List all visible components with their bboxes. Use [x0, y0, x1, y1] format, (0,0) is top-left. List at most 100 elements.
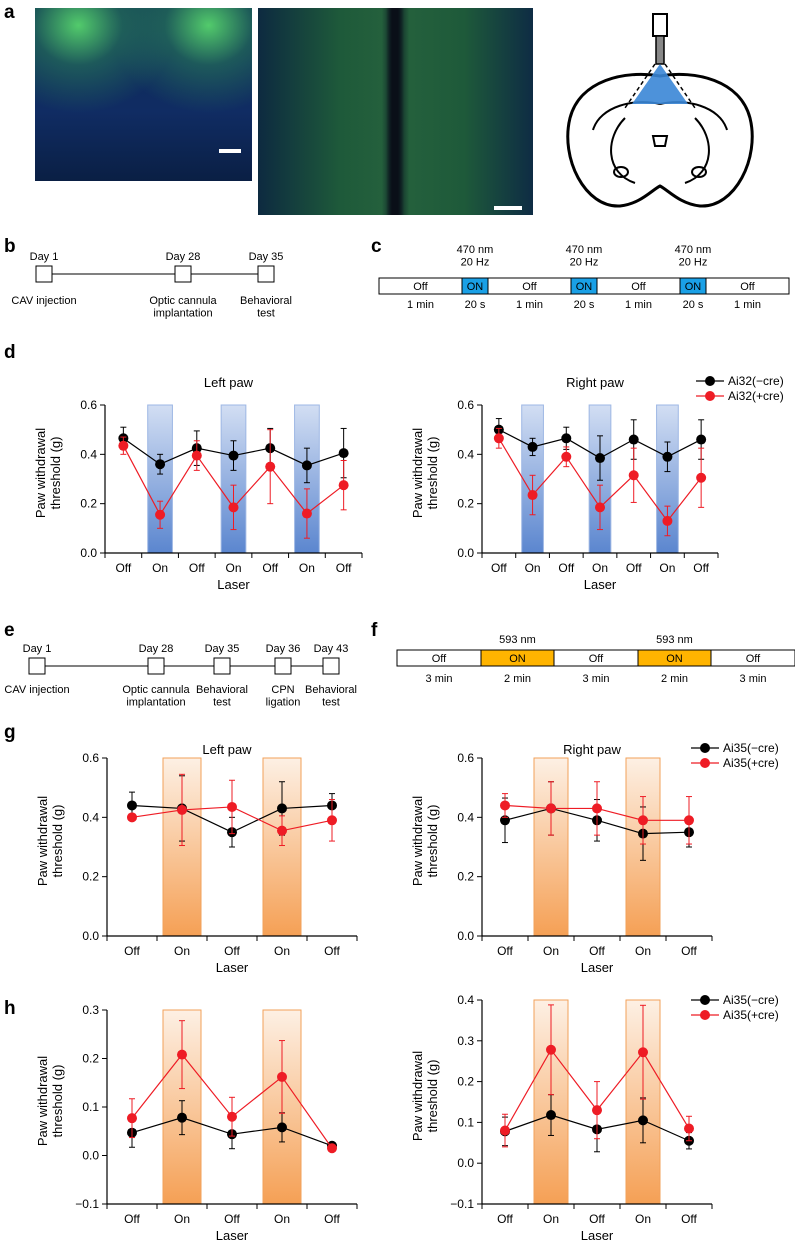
midline-fissure: [386, 8, 404, 215]
x-tick-label: On: [152, 561, 168, 575]
protocol-duration-label: 3 min: [426, 673, 453, 685]
timeline-marker: [174, 265, 192, 283]
protocol-duration-label: 20 s: [574, 299, 595, 311]
timeline-marker: [274, 657, 292, 675]
protocol-duration-label: 1 min: [734, 299, 761, 311]
timeline-event-label: CAV injection: [11, 295, 76, 307]
legend-label: Ai35(+cre): [723, 1008, 779, 1022]
x-tick-label: Off: [681, 1212, 697, 1226]
y-tick-label: 0.1: [457, 1115, 474, 1129]
x-tick-label: Off: [681, 944, 697, 958]
timeline-e: Day 1 CAV injection Day 28 Optic cannula imp…: [4, 643, 357, 709]
data-point: [177, 1112, 187, 1123]
data-point: [277, 825, 287, 836]
x-tick-label: Off: [262, 561, 278, 575]
data-point: [338, 448, 349, 459]
timeline-day-label: Day 28: [139, 643, 174, 655]
protocol-segment-label: ON: [685, 281, 702, 293]
data-point: [500, 1125, 510, 1136]
data-point: [127, 1113, 137, 1124]
x-tick-label: Off: [497, 944, 513, 958]
data-point: [265, 461, 276, 472]
timeline-day-label: Day 28: [166, 251, 201, 263]
y-axis-label: Paw withdrawalthreshold (g): [35, 796, 65, 886]
data-point: [696, 472, 707, 483]
protocol-duration-label: 3 min: [740, 673, 767, 685]
optic-fiber-ferrule: [652, 13, 668, 37]
timeline-marker: [213, 657, 231, 675]
data-point: [327, 815, 337, 826]
y-axis-label: Paw withdrawalthreshold (g): [33, 428, 63, 518]
spinal-cord-micrograph: [35, 8, 252, 181]
data-point: [561, 451, 572, 462]
amygdala-shape: [613, 166, 629, 178]
y-tick-label: 0.3: [457, 1034, 474, 1048]
protocol-segment-label: Off: [432, 653, 447, 665]
data-point: [628, 470, 639, 481]
x-tick-label: Off: [693, 561, 709, 575]
data-point: [277, 1071, 287, 1082]
panel-label-h: h: [4, 998, 16, 1019]
chart-title: Left paw: [202, 742, 252, 757]
chart-d-right-paw: 0.0 0.2 0.4 0.6 Off On Off On Off On Off Laser Paw w…: [410, 374, 784, 592]
legend-marker: [700, 743, 710, 753]
data-point: [527, 490, 538, 501]
chart-title: Right paw: [566, 375, 624, 390]
data-point: [638, 815, 648, 826]
protocol-segment-label: ON: [666, 653, 683, 665]
scale-bar: [219, 149, 241, 153]
legend-marker: [700, 1010, 710, 1020]
y-tick-label: 0.0: [82, 929, 99, 943]
data-point: [561, 433, 572, 444]
x-tick-label: Off: [336, 561, 352, 575]
panel-label-e: e: [4, 620, 15, 641]
timeline-b: Day 1 CAV injection Day 28 Optic cannula imp…: [11, 251, 292, 320]
legend-marker: [700, 758, 710, 768]
timeline-day-label: Day 43: [314, 643, 349, 655]
x-axis-label: Laser: [581, 1228, 614, 1243]
x-tick-label: Off: [224, 944, 240, 958]
data-point: [338, 480, 349, 491]
data-point: [662, 451, 673, 462]
chart-d-left-paw: 0.0 0.2 0.4 0.6 Off On Off On Off On Off Laser Paw w…: [33, 375, 363, 592]
y-tick-label: 0.4: [457, 993, 474, 1007]
x-tick-label: Off: [558, 561, 574, 575]
x-tick-label: On: [635, 1212, 651, 1226]
data-point: [127, 812, 137, 823]
protocol-segment-label: Off: [740, 281, 755, 293]
data-point: [696, 434, 707, 445]
x-tick-label: Off: [224, 1212, 240, 1226]
data-point: [127, 800, 137, 811]
data-point: [301, 460, 312, 471]
data-point: [592, 803, 602, 814]
timeline-day-label: Day 35: [249, 251, 284, 263]
panel-label-a: a: [4, 2, 15, 23]
x-tick-label: Off: [324, 1212, 340, 1226]
y-tick-label: 0.0: [457, 546, 474, 560]
x-axis-label: Laser: [216, 1228, 249, 1243]
x-tick-label: On: [659, 561, 675, 575]
y-tick-label: 0.2: [80, 497, 97, 511]
x-tick-label: Off: [491, 561, 507, 575]
timeline-event-label: Behavioral test: [196, 684, 248, 709]
y-tick-label: 0.4: [457, 447, 474, 461]
x-tick-label: Off: [589, 944, 605, 958]
data-point: [684, 815, 694, 826]
chart-title: Right paw: [563, 742, 621, 757]
x-tick-label: On: [174, 1212, 190, 1226]
y-tick-label: 0.6: [82, 751, 99, 765]
y-tick-label: 0.1: [82, 1100, 99, 1114]
y-tick-label: 0.2: [82, 1052, 99, 1066]
y-tick-label: 0.6: [457, 398, 474, 412]
data-point: [277, 803, 287, 814]
panel-label-d: d: [4, 342, 16, 363]
legend-label: Ai32(+cre): [728, 389, 784, 403]
y-tick-label: 0.0: [457, 1156, 474, 1170]
protocol-duration-label: 1 min: [625, 299, 652, 311]
x-tick-label: Off: [189, 561, 205, 575]
timeline-day-label: Day 1: [23, 643, 52, 655]
timeline-event-label: Behavioral test: [240, 295, 292, 320]
brain-section-micrograph: [258, 8, 533, 215]
optic-fiber-cannula: [655, 35, 665, 65]
y-tick-label: 0.0: [82, 1149, 99, 1163]
